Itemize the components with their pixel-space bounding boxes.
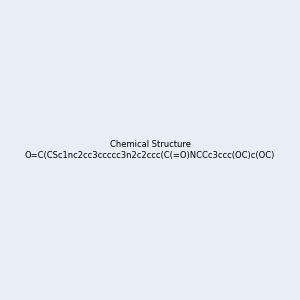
Text: Chemical Structure
O=C(CSc1nc2cc3ccccc3n2c2ccc(C(=O)NCCc3ccc(OC)c(OC): Chemical Structure O=C(CSc1nc2cc3ccccc3n… xyxy=(25,140,275,160)
